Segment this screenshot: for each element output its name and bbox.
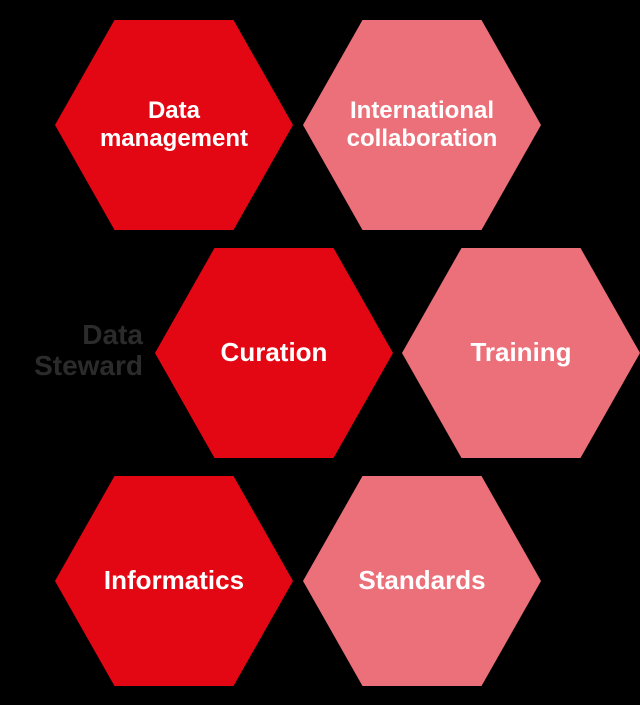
hex-informatics: Informatics	[55, 476, 293, 686]
hex-label-international-collaboration: International collaboration	[333, 97, 512, 152]
side-label: Data Steward	[8, 320, 143, 382]
hex-label-informatics: Informatics	[90, 566, 258, 596]
hex-label-data-management: Data management	[86, 97, 262, 152]
hex-curation: Curation	[155, 248, 393, 458]
hex-label-curation: Curation	[207, 338, 342, 368]
hex-standards: Standards	[303, 476, 541, 686]
hex-label-standards: Standards	[344, 566, 499, 596]
diagram-stage: { "diagram": { "type": "infographic", "b…	[0, 0, 640, 705]
hex-data-management: Data management	[55, 20, 293, 230]
hex-label-training: Training	[456, 338, 585, 368]
hex-training: Training	[402, 248, 640, 458]
hex-international-collaboration: International collaboration	[303, 20, 541, 230]
